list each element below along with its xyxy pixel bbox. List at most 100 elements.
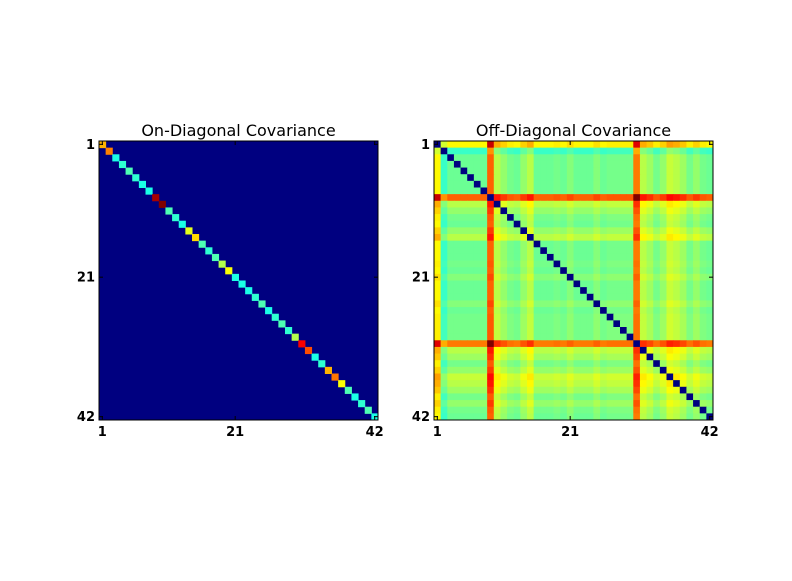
off-diag-cell — [586, 147, 594, 155]
off-diag-cell — [620, 147, 628, 155]
off-diag-cell — [500, 346, 508, 355]
off-diag-cell — [626, 207, 634, 215]
off-diag-cell — [440, 280, 448, 288]
off-diag-cell — [540, 400, 548, 408]
off-diag-cell — [600, 273, 608, 281]
off-diag-cell — [434, 320, 442, 328]
off-diag-cell — [487, 214, 495, 222]
off-diag-cell — [487, 327, 495, 335]
off-diag-cell — [553, 406, 561, 414]
off-diag-cell — [434, 240, 442, 248]
off-diag-cell — [447, 234, 455, 242]
off-diag-cell — [434, 386, 442, 394]
off-diag-cell — [679, 360, 687, 368]
off-diag-cell — [507, 400, 515, 408]
off-diag-cell — [467, 340, 475, 348]
off-diag-cell — [639, 320, 648, 328]
off-diag-cell — [533, 141, 541, 149]
off-diag-cell — [500, 373, 508, 381]
off-diag-cell — [639, 207, 648, 215]
off-diag-cell — [540, 333, 548, 341]
off-diag-cell — [473, 413, 481, 421]
off-diag-cell — [500, 200, 508, 208]
off-diag-cell — [460, 141, 468, 149]
off-diag-cell — [693, 167, 701, 175]
off-diag-cell — [613, 247, 621, 255]
off-diag-cell — [560, 380, 568, 388]
off-diag-cell — [679, 280, 687, 288]
off-diag-cell — [473, 141, 481, 149]
off-diag-cell — [679, 240, 687, 248]
off-diag-cell — [693, 247, 701, 255]
off-diag-cell — [626, 220, 634, 228]
off-diag-cell — [639, 260, 648, 268]
off-diag-cell — [706, 267, 714, 275]
off-diag-cell — [513, 280, 521, 288]
off-diag-cell — [440, 260, 448, 268]
off-diag-y-tick-label: 42 — [412, 410, 430, 425]
off-diag-cell — [434, 313, 442, 321]
off-diag-cell — [580, 154, 588, 162]
off-diag-cell — [679, 141, 687, 149]
on-diag-cell — [172, 214, 180, 222]
off-diag-cell — [513, 214, 521, 222]
off-diag-cell — [500, 307, 508, 315]
off-diag-cell — [434, 167, 442, 175]
off-diag-cell — [706, 346, 714, 355]
off-diag-cell — [573, 187, 581, 195]
off-diag-cell — [533, 253, 541, 262]
off-diag-cell — [500, 353, 508, 361]
off-diag-cell — [593, 154, 601, 162]
off-diag-cell — [613, 174, 621, 182]
off-diag-cell — [606, 413, 614, 421]
off-diag-cell — [566, 327, 574, 335]
off-diag-cell — [493, 200, 501, 208]
off-diag-cell — [533, 260, 541, 268]
off-diag-cell — [679, 194, 687, 202]
off-diag-cell — [560, 293, 568, 301]
off-diag-cell — [480, 353, 488, 361]
off-diag-cell — [447, 386, 455, 394]
off-diag-cell — [520, 293, 528, 301]
off-diag-cell — [553, 194, 561, 202]
off-diag-cell — [520, 333, 528, 341]
off-diag-cell — [580, 147, 588, 155]
off-diag-cell — [560, 320, 568, 328]
off-diag-cell — [699, 320, 707, 328]
off-diag-cell — [633, 386, 641, 394]
off-diag-cell — [533, 320, 541, 328]
off-diag-cell — [487, 360, 495, 368]
off-diag-cell — [453, 267, 462, 275]
off-diag-cell — [546, 260, 555, 268]
off-diag-cell — [447, 346, 455, 355]
off-diag-cell — [546, 373, 555, 381]
off-diag-cell — [513, 220, 521, 228]
off-diag-cell — [573, 300, 581, 308]
off-diag-cell — [706, 180, 714, 188]
off-diag-cell — [560, 273, 568, 281]
off-diag-cell — [453, 147, 462, 155]
off-diag-cell — [706, 287, 714, 295]
off-diag-cell — [699, 260, 707, 268]
off-diag-cell — [573, 141, 581, 149]
off-diag-cell — [546, 280, 555, 288]
off-diag-cell — [487, 253, 495, 262]
off-diag-cell — [606, 180, 614, 188]
off-diag-cell — [706, 340, 714, 348]
off-diag-cell — [487, 313, 495, 321]
off-diag-cell — [533, 413, 541, 421]
off-diag-cell — [487, 167, 495, 175]
off-diag-cell — [487, 393, 495, 401]
off-diag-cell — [440, 160, 448, 169]
off-diag-cell — [527, 386, 535, 394]
off-diag-cell — [693, 366, 701, 374]
off-diag-cell — [573, 386, 581, 394]
off-diag-cell — [620, 373, 628, 381]
off-diag-cell — [500, 167, 508, 175]
off-diag-cell — [573, 253, 581, 262]
off-diag-cell — [679, 214, 687, 222]
on-diag-cell — [258, 300, 266, 308]
off-diag-cell — [600, 147, 608, 155]
off-diag-cell — [487, 380, 495, 388]
off-diag-cell — [453, 340, 462, 348]
